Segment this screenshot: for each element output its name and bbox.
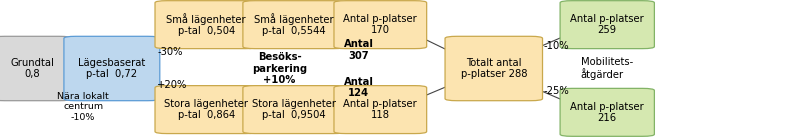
FancyBboxPatch shape <box>560 88 654 136</box>
FancyBboxPatch shape <box>64 36 160 101</box>
Text: Totalt antal
p-platser 288: Totalt antal p-platser 288 <box>460 58 527 79</box>
Text: Mobilitets-
åtgärder: Mobilitets- åtgärder <box>581 57 633 80</box>
Text: Stora lägenheter
p-tal  0,864: Stora lägenheter p-tal 0,864 <box>164 99 248 120</box>
Text: Antal p-platser
170: Antal p-platser 170 <box>344 14 417 35</box>
FancyBboxPatch shape <box>0 36 71 101</box>
Text: +20%: +20% <box>157 80 188 90</box>
FancyBboxPatch shape <box>243 1 345 49</box>
Text: -25%: -25% <box>543 86 569 96</box>
Text: Grundtal
0,8: Grundtal 0,8 <box>10 58 54 79</box>
Text: -30%: -30% <box>157 47 183 57</box>
Text: Lägesbaserat
p-tal  0,72: Lägesbaserat p-tal 0,72 <box>78 58 145 79</box>
Text: -10%: -10% <box>543 41 569 51</box>
FancyBboxPatch shape <box>334 1 427 49</box>
Text: Nära lokalt
centrum
-10%: Nära lokalt centrum -10% <box>58 92 109 122</box>
Text: Antal p-platser
259: Antal p-platser 259 <box>570 14 644 35</box>
FancyBboxPatch shape <box>243 86 345 134</box>
FancyBboxPatch shape <box>155 86 257 134</box>
FancyBboxPatch shape <box>155 1 257 49</box>
Text: Antal
307: Antal 307 <box>344 39 374 61</box>
FancyBboxPatch shape <box>560 1 654 49</box>
Text: Små lägenheter
p-tal  0,5544: Små lägenheter p-tal 0,5544 <box>254 13 334 36</box>
Text: Små lägenheter
p-tal  0,504: Små lägenheter p-tal 0,504 <box>166 13 246 36</box>
Text: Antal
124: Antal 124 <box>344 77 374 99</box>
FancyBboxPatch shape <box>445 36 543 101</box>
Text: Antal p-platser
216: Antal p-platser 216 <box>570 102 644 123</box>
Text: Antal p-platser
118: Antal p-platser 118 <box>344 99 417 120</box>
Text: Stora lägenheter
p-tal  0,9504: Stora lägenheter p-tal 0,9504 <box>252 99 336 120</box>
Text: Besöks-
parkering
+10%: Besöks- parkering +10% <box>252 52 307 85</box>
FancyBboxPatch shape <box>334 86 427 134</box>
